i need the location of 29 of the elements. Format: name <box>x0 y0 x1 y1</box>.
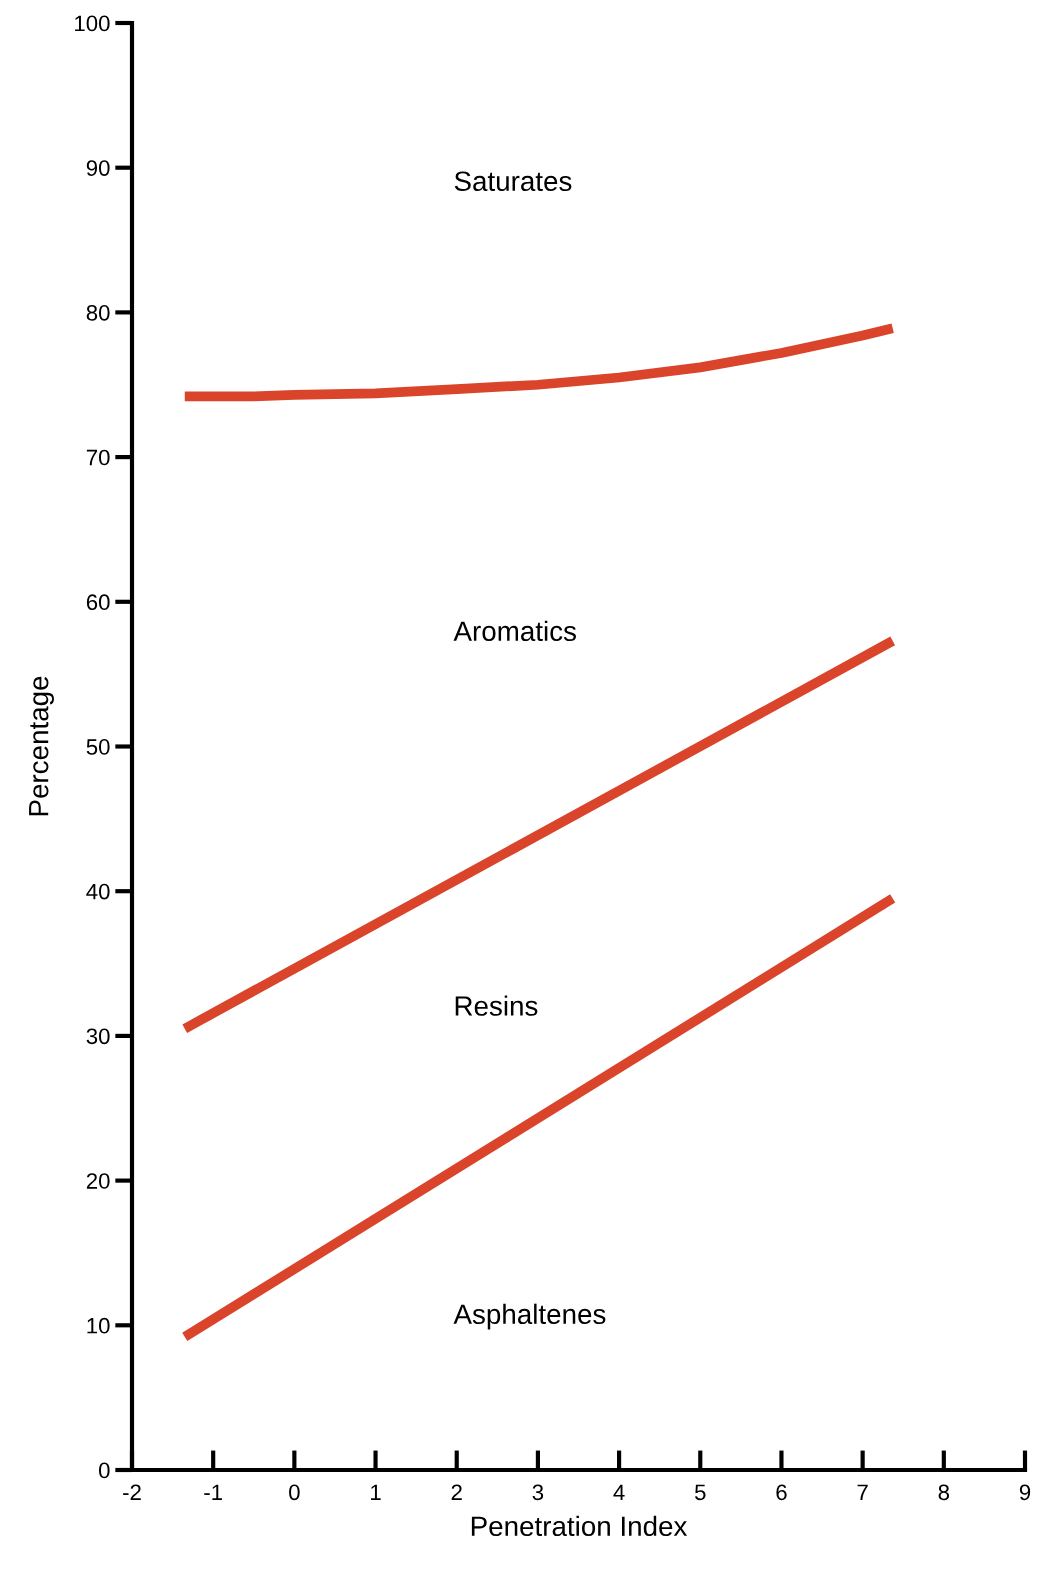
x-tick-label: 7 <box>857 1484 868 1500</box>
y-tick-label: 90 <box>86 160 110 176</box>
y-tick-label: 20 <box>86 1173 110 1189</box>
x-tick-label: -1 <box>204 1484 222 1500</box>
x-axis-title: Penetration Index <box>471 1515 688 1537</box>
y-tick-label: 40 <box>86 883 110 900</box>
x-tick-label: 6 <box>776 1484 787 1501</box>
annotation: Resins <box>455 995 538 1016</box>
y-tick-label: 80 <box>86 304 110 321</box>
x-tick-label: 8 <box>938 1484 950 1501</box>
y-tick-label: 30 <box>86 1028 110 1045</box>
x-tick-label: 1 <box>371 1484 381 1500</box>
annotation: Aromatics <box>453 620 576 642</box>
y-tick-label: 10 <box>87 1317 110 1334</box>
y-tick-label: 100 <box>75 15 110 32</box>
x-tick-label: 4 <box>613 1484 625 1500</box>
y-tick-label: 50 <box>86 739 110 755</box>
x-tick-label: -2 <box>123 1484 141 1500</box>
x-tick-label: 3 <box>532 1484 544 1501</box>
x-tick-label: 9 <box>1019 1484 1031 1501</box>
x-tick-label: 0 <box>289 1484 300 1501</box>
x-tick-label: 5 <box>694 1484 706 1501</box>
annotation: Asphaltenes <box>453 1303 606 1330</box>
annotation: Saturates <box>454 171 572 192</box>
x-tick-label: 2 <box>451 1484 462 1500</box>
y-axis-title: Percentage <box>29 676 54 816</box>
y-tick-label: 70 <box>86 449 110 466</box>
y-tick-label: 60 <box>86 594 110 611</box>
y-tick-label: 0 <box>98 1462 110 1479</box>
